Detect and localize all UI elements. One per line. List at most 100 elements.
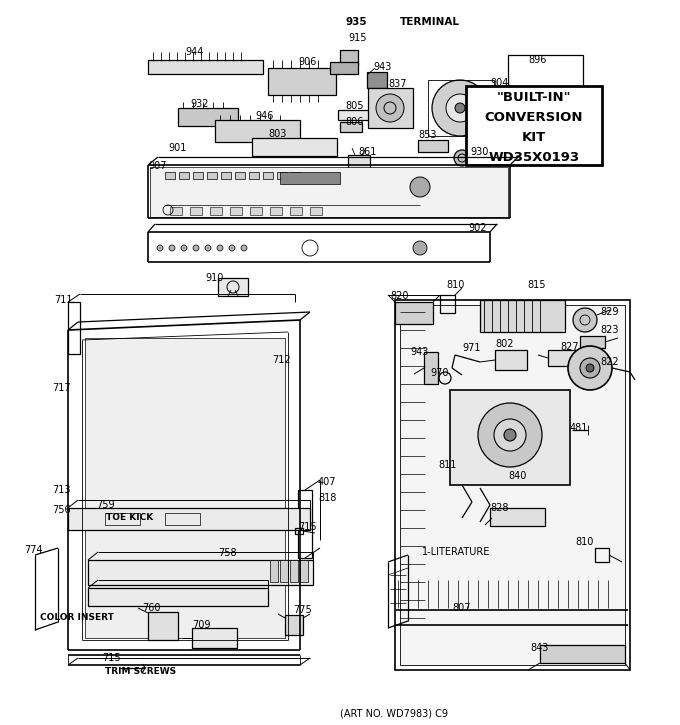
Circle shape [432,80,488,136]
Bar [148,60,263,74]
Text: 828: 828 [490,503,509,513]
Bar [165,172,175,179]
Circle shape [157,245,163,251]
Bar [148,612,178,640]
Text: 711: 711 [54,295,73,305]
Bar [330,62,358,74]
Text: 827: 827 [560,342,579,352]
Bar [249,172,259,179]
Bar [230,207,242,215]
Text: 815: 815 [527,280,545,290]
Text: 810: 810 [446,280,464,290]
Circle shape [494,419,526,451]
Bar [88,560,313,585]
Text: 822: 822 [600,357,619,367]
Circle shape [580,358,600,378]
Bar [68,302,80,354]
Bar [170,207,182,215]
Text: 774: 774 [24,545,43,555]
Circle shape [181,245,187,251]
Text: 775: 775 [293,605,311,615]
Bar [368,88,413,128]
Text: 853: 853 [418,130,437,140]
Bar [298,490,312,558]
Bar [270,207,282,215]
Bar [418,140,448,152]
Bar [395,300,630,670]
Bar [290,207,302,215]
Circle shape [478,403,542,467]
Bar [340,122,362,132]
Bar [270,560,278,582]
Text: CONVERSION: CONVERSION [485,111,583,124]
Bar [68,508,310,530]
Bar [508,55,583,120]
Text: 946: 946 [255,111,273,121]
Bar [490,508,545,526]
Text: COLOR INSERT: COLOR INSERT [40,613,114,623]
Bar [466,86,602,165]
Circle shape [454,150,470,166]
Bar [285,615,303,635]
Bar [85,338,285,638]
Bar [595,548,609,562]
Text: 910: 910 [205,273,223,283]
Text: 901: 901 [168,143,186,153]
Circle shape [446,94,474,122]
Bar [221,172,231,179]
Text: 823: 823 [600,325,619,335]
Text: 818: 818 [318,493,337,503]
Bar [580,336,605,348]
Text: TOE KICK: TOE KICK [106,513,153,521]
Text: 805: 805 [345,101,364,111]
Bar [440,295,455,313]
Text: (ART NO. WD7983) C9: (ART NO. WD7983) C9 [340,709,448,719]
Text: 820: 820 [390,291,409,301]
Text: 915: 915 [348,33,367,43]
Bar [548,350,576,366]
Bar [340,50,358,65]
Bar [290,560,298,582]
Bar [338,110,393,120]
Text: 802: 802 [495,339,513,349]
Bar [348,155,370,169]
Bar [252,138,337,156]
Bar [235,172,245,179]
Bar [540,645,625,663]
Bar [210,207,222,215]
Text: 811: 811 [438,460,456,470]
Text: 760: 760 [142,603,160,613]
Text: 944: 944 [185,47,203,57]
Text: 713: 713 [52,485,71,495]
Circle shape [217,245,223,251]
Circle shape [205,245,211,251]
Bar [291,172,301,179]
Text: WD35X0193: WD35X0193 [488,151,579,164]
Text: 907: 907 [148,161,167,171]
Text: 971: 971 [462,343,481,353]
Text: 481: 481 [570,423,588,433]
Bar [192,628,237,648]
Text: 943: 943 [410,347,428,357]
Bar [88,588,268,606]
Bar [400,305,625,665]
Text: 930: 930 [470,147,488,157]
Text: 803: 803 [268,129,286,139]
Bar [277,172,287,179]
Bar [310,207,322,215]
Bar [263,172,273,179]
Text: 840: 840 [508,471,526,481]
Bar [178,108,238,126]
Text: 806: 806 [345,117,363,127]
Text: 756: 756 [52,505,71,515]
Text: 717: 717 [52,383,71,393]
Bar [207,172,217,179]
Circle shape [573,308,597,332]
Text: 810: 810 [575,537,594,547]
Bar [367,72,387,88]
Bar [280,560,288,582]
Text: TERMINAL: TERMINAL [400,17,460,27]
Text: 715: 715 [102,653,120,663]
Text: TRIM SCREWS: TRIM SCREWS [105,668,176,676]
Bar [268,68,336,95]
